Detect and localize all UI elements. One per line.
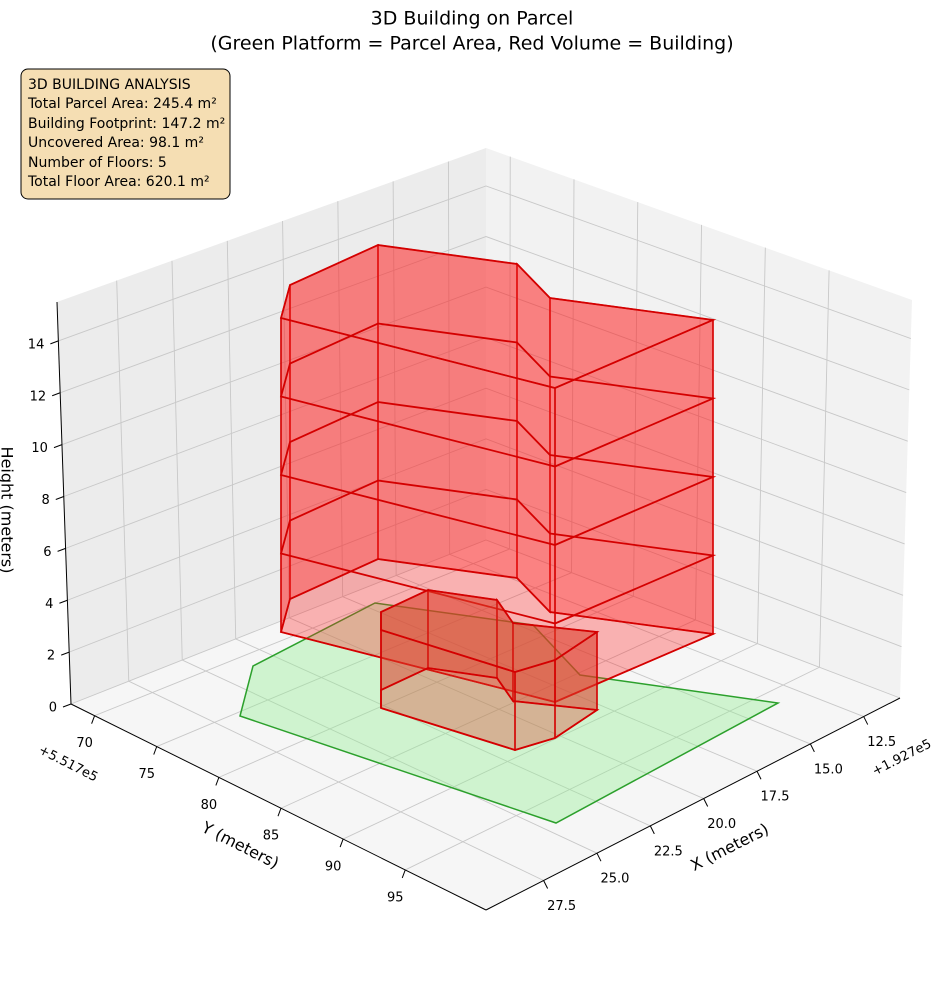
chart-title: 3D Building on Parcel bbox=[371, 8, 574, 30]
info-line: 3D BUILDING ANALYSIS bbox=[28, 77, 191, 93]
z-tick-mark bbox=[61, 651, 70, 656]
grid-line bbox=[280, 224, 703, 809]
x-tick-mark bbox=[596, 852, 602, 862]
grid-line bbox=[65, 387, 905, 549]
x-tick-mark bbox=[543, 880, 549, 889]
grid-line bbox=[447, 161, 864, 717]
building-slab bbox=[279, 558, 717, 703]
z-tick-mark bbox=[62, 703, 72, 708]
x-tick-mark bbox=[809, 743, 815, 753]
y-tick-label: 90 bbox=[325, 860, 342, 875]
building-slab bbox=[279, 244, 717, 389]
parcel-platform bbox=[239, 602, 781, 824]
x-tick-label: 27.5 bbox=[547, 899, 576, 914]
grid bbox=[58, 156, 911, 881]
building-slab bbox=[279, 322, 717, 468]
x-tick-label: 17.5 bbox=[761, 790, 790, 805]
grid-line bbox=[67, 438, 904, 601]
z-tick-mark bbox=[51, 392, 61, 397]
chart-subtitle: (Green Platform = Parcel Area, Red Volum… bbox=[210, 33, 733, 55]
y-tick-label: 70 bbox=[76, 736, 93, 751]
grid-line bbox=[226, 240, 651, 827]
x-axis-line bbox=[485, 697, 901, 911]
info-box-frame bbox=[20, 68, 231, 200]
z-tick-mark bbox=[57, 547, 66, 552]
building-slab bbox=[279, 479, 717, 625]
info-line: Building Footprint: 147.2 m² bbox=[28, 116, 225, 132]
z-tick-label: 8 bbox=[41, 493, 49, 508]
grid-line bbox=[69, 488, 902, 653]
grid-line bbox=[58, 185, 911, 342]
z-tick-mark bbox=[59, 599, 68, 604]
grid-line bbox=[61, 286, 908, 446]
y-tick-label: 95 bbox=[387, 890, 404, 905]
axes: 0 2 4 6 8 10 12 14 70 75 80 85 90 95 12.5 15.0 17.5 20.0 2… bbox=[28, 301, 901, 914]
z-tick-mark bbox=[50, 340, 59, 345]
x-tick-mark bbox=[703, 798, 709, 807]
floor-pane bbox=[71, 540, 900, 910]
y-tick-mark bbox=[401, 869, 406, 879]
z-axis-line bbox=[56, 301, 72, 705]
grid-line bbox=[116, 280, 544, 881]
y-tick-label: 80 bbox=[201, 798, 218, 813]
y-tick-mark bbox=[339, 838, 344, 848]
z-tick-mark bbox=[53, 444, 63, 449]
z-tick-label: 4 bbox=[45, 597, 53, 612]
x-tick-mark bbox=[756, 770, 762, 780]
building-base-slab bbox=[380, 589, 600, 673]
left-pane bbox=[57, 148, 486, 704]
x-tick-label: 20.0 bbox=[707, 817, 736, 832]
y-tick-label: 75 bbox=[138, 767, 155, 782]
y-tick-mark bbox=[215, 777, 220, 786]
z-tick-label: 0 bbox=[49, 701, 57, 716]
grid-line bbox=[405, 270, 830, 871]
info-line: Number of Floors: 5 bbox=[28, 155, 167, 171]
z-tick-mark bbox=[55, 496, 64, 500]
x-tick-mark bbox=[863, 716, 869, 725]
grid-line bbox=[70, 539, 901, 705]
y-axis-label: Y (meters) bbox=[198, 817, 282, 872]
grid-line bbox=[282, 221, 704, 799]
info-line: Total Parcel Area: 245.4 m² bbox=[27, 96, 217, 112]
grid-line bbox=[218, 202, 639, 778]
grid-line bbox=[171, 260, 598, 854]
x-tick-label: 12.5 bbox=[867, 735, 896, 750]
info-line: Uncovered Area: 98.1 m² bbox=[28, 135, 204, 151]
info-line: Total Floor Area: 620.1 m² bbox=[27, 174, 210, 190]
y-axis-line bbox=[70, 703, 487, 911]
y-tick-mark bbox=[91, 715, 96, 724]
x-tick-label: 22.5 bbox=[654, 844, 683, 859]
x-tick-label: 25.0 bbox=[600, 872, 629, 887]
geometry bbox=[239, 243, 781, 824]
building-slab bbox=[279, 401, 717, 546]
x-tick-mark bbox=[649, 825, 655, 835]
panes bbox=[57, 148, 912, 910]
z-axis-label: Height (meters) bbox=[0, 447, 17, 574]
z-tick-label: 12 bbox=[30, 389, 47, 404]
x-tick-label: 15.0 bbox=[814, 762, 843, 777]
info-box: 3D BUILDING ANALYSIS Total Parcel Area: … bbox=[20, 68, 231, 200]
building-base-slab bbox=[380, 667, 600, 751]
z-tick-label: 14 bbox=[28, 337, 45, 352]
z-tick-label: 10 bbox=[31, 441, 48, 456]
z-tick-label: 6 bbox=[43, 545, 51, 560]
grid-line bbox=[60, 236, 910, 394]
y-tick-mark bbox=[153, 746, 158, 755]
z-tick-label: 2 bbox=[47, 649, 55, 664]
right-pane bbox=[486, 148, 912, 698]
y-tick-mark bbox=[277, 808, 282, 817]
grid-line bbox=[342, 247, 766, 840]
grid-line bbox=[94, 156, 511, 717]
y-tick-label: 85 bbox=[263, 829, 280, 844]
grid-line bbox=[156, 179, 575, 747]
